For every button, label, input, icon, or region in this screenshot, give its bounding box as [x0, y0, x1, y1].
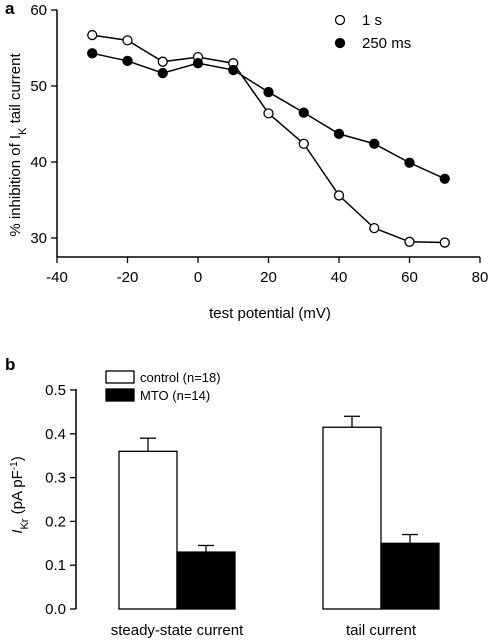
x-tick-label: -40	[46, 269, 68, 286]
y-tick-label: 0.2	[45, 513, 66, 530]
category-label-tail: tail current	[346, 622, 417, 639]
data-point-250ms	[263, 86, 274, 98]
legend-marker-open	[334, 14, 346, 26]
legend-marker-filled	[334, 37, 346, 49]
y-ticks-a: 30 40 50 60	[30, 2, 47, 247]
category-label-steady-state: steady-state current	[111, 622, 244, 639]
x-tick-label: 0	[194, 269, 202, 286]
axes-a	[51, 9, 481, 263]
x-tick-label: -20	[117, 269, 139, 286]
y-tick-label: 0.0	[45, 601, 66, 618]
axes-b	[70, 389, 77, 610]
bars-b	[118, 415, 440, 610]
y-tick-label: 30	[30, 230, 47, 247]
legend-swatch-mto	[105, 388, 135, 402]
y-title-suffix: tail current	[7, 53, 24, 128]
data-point-250ms	[369, 138, 380, 149]
y-ticks-b: 0.0 0.1 0.2 0.3 0.4 0.5	[45, 382, 66, 618]
x-tick-label: 60	[401, 269, 418, 286]
legend-label-control: control (n=18)	[140, 370, 221, 385]
y-tick-label: 60	[30, 2, 47, 19]
series-a	[87, 29, 450, 248]
series-line-1s	[92, 34, 445, 244]
data-point-1s	[122, 35, 133, 46]
bar-control	[322, 426, 382, 610]
data-point-250ms	[157, 67, 168, 79]
y-title-main: I	[9, 530, 26, 534]
y-tick-label: 0.3	[45, 470, 66, 487]
data-point-1s	[369, 222, 380, 234]
y-axis-title-b: IKr (pA pF-1)	[9, 456, 32, 533]
data-point-250ms	[439, 173, 450, 184]
y-title-unit-close: )	[9, 456, 26, 461]
y-title-text: % inhibition of I	[7, 135, 24, 237]
data-point-1s	[404, 236, 415, 247]
panel-label-a: a	[5, 0, 15, 18]
data-point-1s	[333, 190, 345, 201]
data-point-250ms	[192, 58, 204, 69]
y-tick-label: 50	[30, 78, 47, 95]
y-title-unit: (pA pF	[9, 470, 26, 518]
y-tick-label: 0.4	[45, 426, 66, 443]
data-point-250ms	[122, 55, 133, 67]
data-point-250ms	[228, 64, 239, 76]
y-title-unit-sup: -1	[9, 461, 20, 470]
y-tick-label: 0.1	[45, 557, 66, 574]
bar-control	[118, 450, 178, 610]
data-point-1s	[157, 56, 168, 67]
x-tick-label: 80	[472, 269, 489, 286]
panel-label-b: b	[5, 355, 15, 374]
data-point-1s	[298, 138, 309, 149]
y-axis-title-a: % inhibition of IK tail current	[7, 53, 29, 237]
bar-mto	[176, 551, 236, 610]
y-tick-label: 0.5	[45, 382, 66, 399]
legend-a: 1 s 250 ms	[334, 12, 411, 52]
panel-a: a -40 -20 0 20 40 60 80 30 40 50 60 test…	[5, 0, 488, 322]
data-point-250ms	[404, 157, 415, 168]
x-tick-label: 20	[260, 269, 277, 286]
y-tick-label: 40	[30, 154, 47, 171]
legend-label-250ms: 250 ms	[362, 35, 411, 52]
legend-swatch-control	[105, 370, 135, 384]
data-point-1s	[263, 108, 274, 119]
bar-mto	[380, 542, 440, 610]
legend-label-1s: 1 s	[362, 12, 382, 29]
x-category-labels-b: steady-state current tail current	[111, 622, 417, 639]
x-ticks-a: -40 -20 0 20 40 60 80	[46, 269, 488, 286]
y-title-subscript: K	[17, 127, 29, 135]
data-point-1s	[439, 237, 450, 248]
data-point-250ms	[333, 128, 345, 140]
legend-label-mto: MTO (n=14)	[140, 388, 210, 403]
legend-b: control (n=18) MTO (n=14)	[105, 370, 221, 403]
data-point-250ms	[87, 48, 98, 59]
data-point-1s	[87, 29, 98, 41]
panel-b: b 0.0 0.1 0.2 0.3 0.4 0.5 IKr (pA pF-1) …	[5, 355, 440, 639]
x-axis-title-a: test potential (mV)	[209, 305, 331, 322]
data-point-250ms	[298, 107, 309, 118]
y-title-subscript: Kr	[19, 518, 31, 529]
x-tick-label: 40	[331, 269, 348, 286]
